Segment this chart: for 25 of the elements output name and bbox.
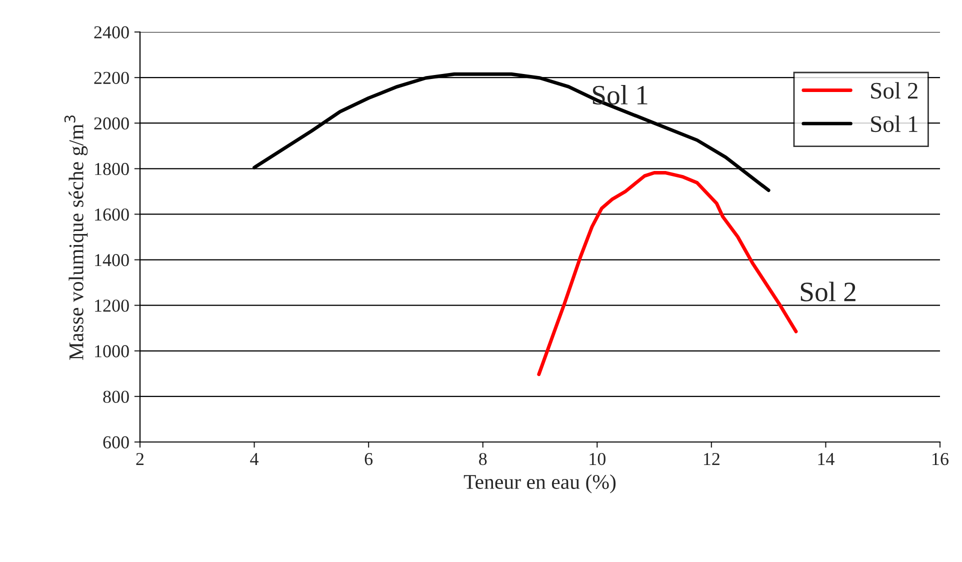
y-tick-label: 2200 [94,72,129,84]
x-tick-label: 4 [250,453,259,465]
y-tick-label: 2000 [94,117,129,130]
y-tick-label: 1200 [95,300,129,312]
y-tick-label: 2400 [94,26,129,38]
annotation: Sol 2 [800,282,856,302]
legend-label: Sol 2 [871,82,918,99]
x-tick-label: 10 [590,452,606,466]
x-tick-label: 12 [704,452,720,465]
y-tick-label: 800 [103,390,129,403]
x-tick-label: 2 [136,452,144,465]
x-axis-title: Teneur en eau (%) [464,474,616,494]
y-tick-label: 600 [103,436,129,448]
y-tick-label: 1400 [95,254,129,266]
y-tick-label: 1600 [95,208,129,221]
legend-label: Sol 1 [871,115,918,132]
x-tick-label: 6 [364,452,373,466]
x-tick-label: 16 [932,452,948,466]
x-tick-label: 8 [479,452,487,466]
x-tick-label: 14 [818,453,834,465]
annotation: Sol 1 [592,85,648,105]
line-series [537,171,798,376]
y-tick-label: 1000 [95,345,129,358]
y-axis-title: Masse volumique séche g/m$^{3}$ [64,115,88,360]
y-tick-label: 1800 [95,162,129,176]
